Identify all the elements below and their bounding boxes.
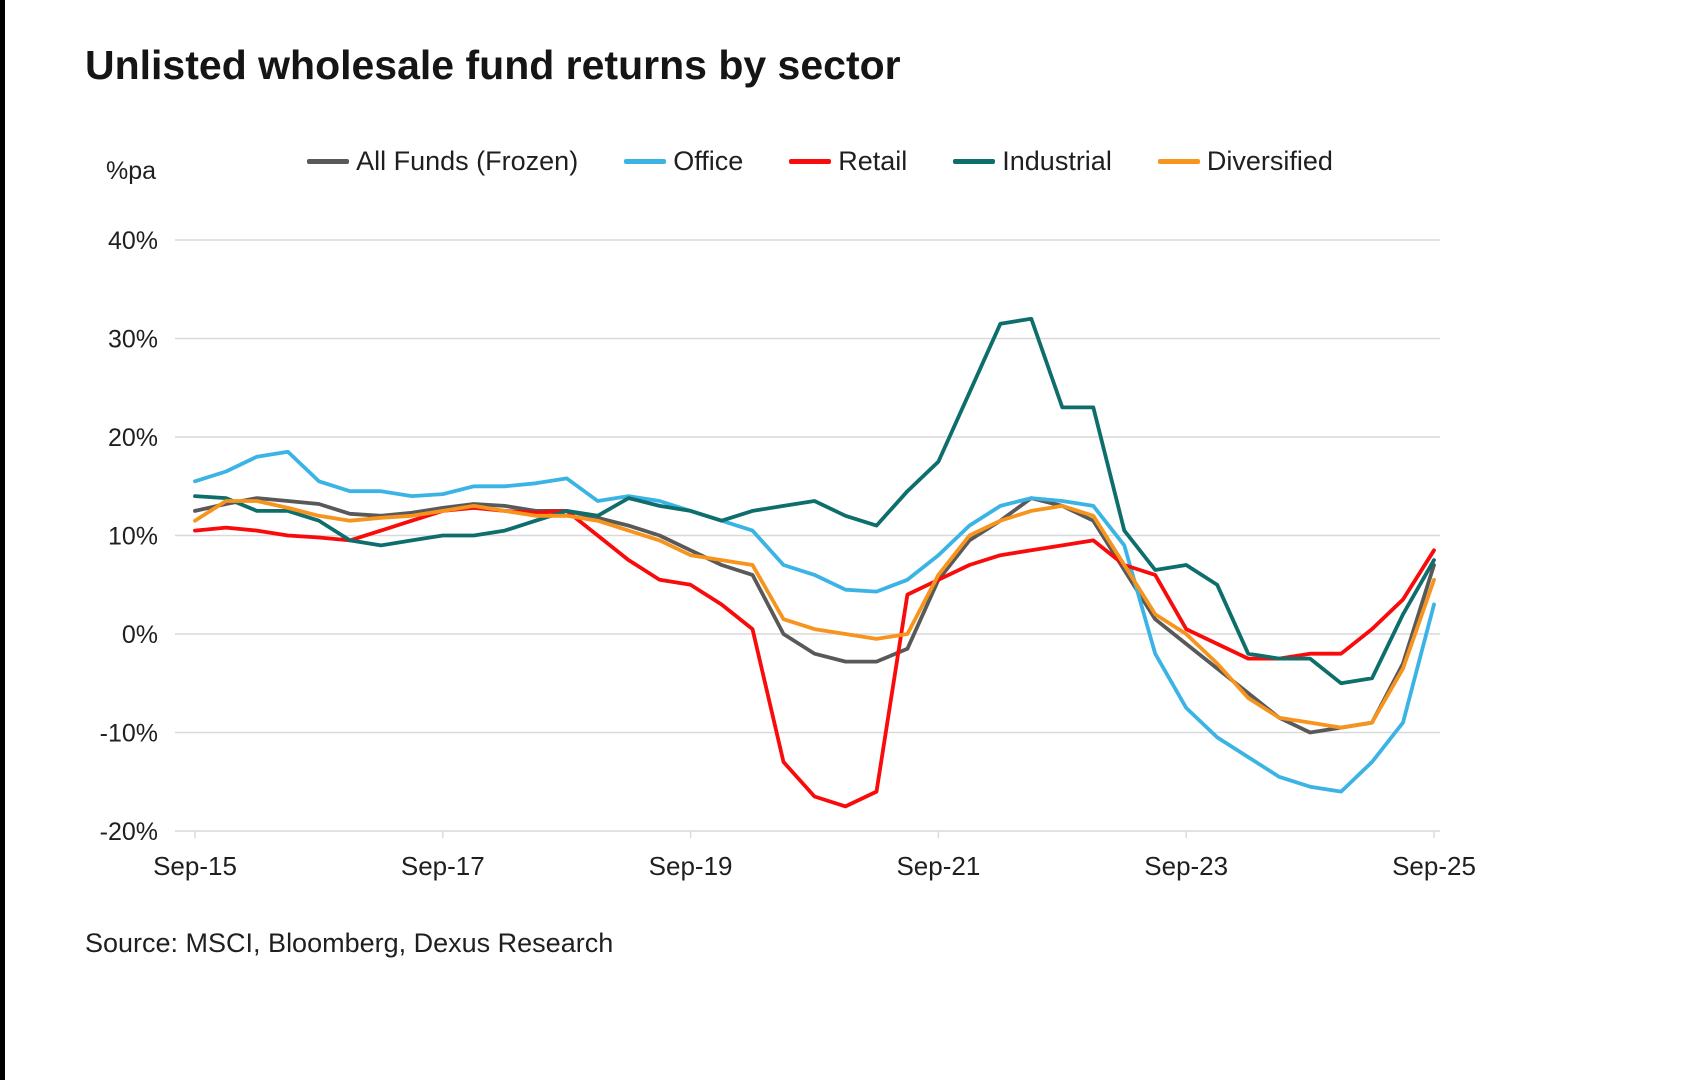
series-line-office — [193, 449, 1436, 794]
y-axis-unit-label: %pa — [106, 157, 157, 185]
x-tick-label: Sep-19 — [649, 851, 733, 881]
legend-label: Retail — [838, 146, 908, 176]
series-line-retail — [193, 505, 1436, 809]
y-tick-label: -10% — [100, 720, 158, 748]
x-tick-label: Sep-25 — [1392, 851, 1476, 881]
x-tick-label: Sep-23 — [1144, 851, 1228, 881]
chart-legend: All Funds (Frozen) Office Retail Industrial… — [185, 146, 1455, 177]
y-tick-label: 30% — [108, 326, 158, 354]
legend-label: Industrial — [1002, 146, 1112, 176]
x-tick-label: Sep-15 — [153, 851, 237, 881]
legend-item-all-funds-frozen: All Funds (Frozen) — [307, 146, 578, 177]
legend-item-retail: Retail — [789, 146, 907, 177]
legend-swatch-industrial — [953, 159, 996, 164]
legend-label: All Funds (Frozen) — [356, 146, 579, 176]
chart-title: Unlisted wholesale fund returns by secto… — [85, 42, 901, 88]
y-tick-label: 40% — [108, 227, 158, 255]
legend-label: Office — [673, 146, 744, 176]
legend-swatch-retail — [789, 159, 832, 164]
x-tick-label: Sep-17 — [401, 851, 485, 881]
source-note: Source: MSCI, Bloomberg, Dexus Research — [85, 928, 614, 958]
y-tick-label: 10% — [108, 523, 158, 551]
legend-swatch-diversified — [1157, 159, 1200, 164]
y-tick-label: 20% — [108, 424, 158, 452]
legend-label: Diversified — [1206, 146, 1333, 176]
series-line-industrial — [193, 316, 1436, 686]
legend-item-office: Office — [624, 146, 743, 177]
x-tick-label: Sep-21 — [896, 851, 980, 881]
series-line-diversified — [193, 499, 1436, 730]
legend-item-diversified: Diversified — [1157, 146, 1333, 177]
y-tick-label: -20% — [100, 818, 158, 846]
y-tick-label: 0% — [122, 621, 158, 649]
page-left-border — [0, 0, 5, 1080]
legend-swatch-office — [624, 159, 667, 164]
legend-swatch-all-funds-frozen — [307, 159, 350, 164]
legend-item-industrial: Industrial — [953, 146, 1112, 177]
